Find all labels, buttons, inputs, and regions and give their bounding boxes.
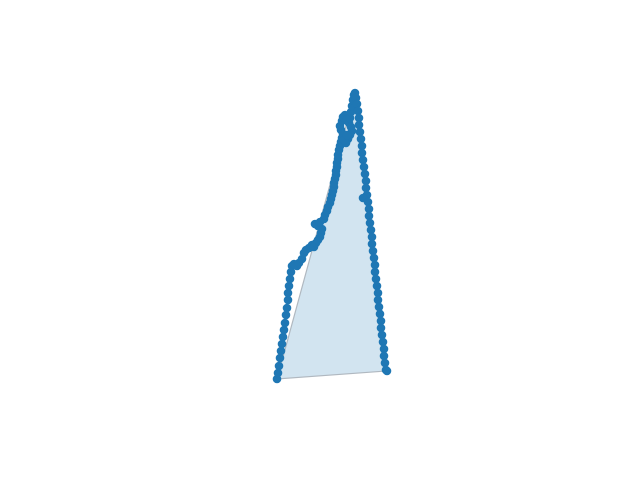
data-point [358,155,368,165]
data-point [376,323,386,333]
data-point [274,361,284,371]
data-point [365,218,375,228]
data-point [356,134,366,144]
data-point [280,318,290,328]
data-point [361,183,371,193]
data-point [282,303,292,313]
data-point [367,232,377,242]
data-point [370,260,380,270]
data-point [277,339,287,349]
data-point [353,106,363,116]
data-point [366,225,376,235]
data-point [382,366,392,376]
data-point [373,288,383,298]
points-layer [272,88,392,384]
data-point [342,130,352,140]
data-point [352,99,362,109]
data-point [378,337,388,347]
data-point [278,332,288,342]
data-point [276,346,286,356]
data-point [376,316,386,326]
data-point [371,274,381,284]
data-point [284,281,294,291]
data-point [373,295,383,305]
data-point [363,197,373,207]
data-point [375,309,385,319]
data-point [283,295,293,305]
data-point [275,353,285,363]
data-point [377,330,387,340]
data-point [374,302,384,312]
data-point [355,127,365,137]
data-point [357,141,367,151]
data-point [359,162,369,172]
data-point [370,267,380,277]
data-point [273,368,283,378]
data-point [380,358,390,368]
data-point [367,239,377,249]
data-point [279,325,289,335]
data-point [368,246,378,256]
data-point [283,288,293,298]
data-point [354,120,364,130]
data-point [364,204,374,214]
data-point [285,274,295,284]
data-point [372,281,382,291]
data-point [364,211,374,221]
data-point [354,113,364,123]
data-point [361,176,371,186]
data-point [357,148,367,158]
data-point [369,253,379,263]
data-point [281,310,291,320]
data-point [379,344,389,354]
data-point [379,351,389,361]
data-point [360,169,370,179]
